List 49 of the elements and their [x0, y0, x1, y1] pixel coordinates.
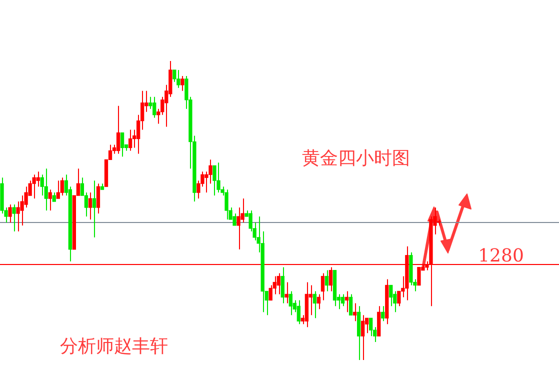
- candlestick: [212, 165, 216, 196]
- candlestick: [120, 132, 124, 158]
- candlestick: [40, 174, 44, 196]
- candlestick: [96, 183, 100, 214]
- candlestick: [36, 171, 40, 188]
- candlestick: [88, 192, 92, 220]
- text: 黄金四小时图: [302, 147, 410, 170]
- candlestick: [8, 204, 12, 223]
- candlestick: [180, 75, 184, 92]
- candlestick: [32, 174, 36, 200]
- candlestick: [232, 212, 236, 226]
- candlestick: [352, 302, 357, 322]
- candlestick: [344, 290, 349, 313]
- candlestick: [397, 290, 401, 307]
- candlestick: [348, 294, 353, 316]
- candlestick: [381, 306, 385, 322]
- candlestick: [44, 168, 48, 211]
- candlestick: [280, 266, 284, 304]
- candlestick: [152, 96, 156, 118]
- candlestick: [389, 284, 393, 307]
- candlestick: [116, 105, 120, 154]
- candlestick: [176, 69, 180, 88]
- candlestick: [328, 266, 333, 292]
- candlestick: [48, 189, 52, 211]
- text: 1280: [478, 246, 524, 266]
- candlestick: [340, 294, 345, 307]
- candlestick: [316, 294, 321, 310]
- candlestick: [60, 177, 64, 196]
- candlestick: [128, 129, 132, 152]
- candlestick: [320, 272, 325, 301]
- candlestick: [216, 162, 220, 194]
- candlestick: [312, 290, 317, 319]
- candlestick: [360, 314, 365, 360]
- candlestick: [56, 180, 60, 200]
- candlestick: [224, 189, 228, 220]
- candlestick: [369, 318, 373, 337]
- candlestick: [92, 180, 96, 238]
- candlestick: [268, 284, 272, 301]
- candlestick: [12, 204, 16, 232]
- annotation: 分析师赵丰轩: [60, 335, 168, 358]
- candlestick: [284, 282, 288, 304]
- candlestick: [324, 270, 329, 292]
- candlestick: [288, 290, 292, 316]
- candlestick: [417, 266, 421, 286]
- candlestick: [276, 272, 280, 295]
- candlestick: [296, 300, 301, 325]
- candlestick: [172, 69, 176, 82]
- candlestick: [236, 207, 240, 250]
- candlestick: [16, 201, 20, 232]
